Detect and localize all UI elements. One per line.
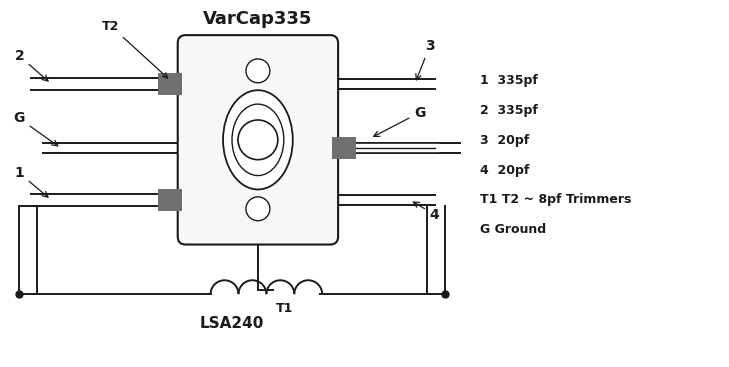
Text: 4  20pf: 4 20pf <box>480 164 529 177</box>
Ellipse shape <box>232 104 284 175</box>
Text: T1: T1 <box>276 302 293 315</box>
Text: G Ground: G Ground <box>480 223 546 236</box>
FancyBboxPatch shape <box>178 35 338 244</box>
Ellipse shape <box>223 90 293 189</box>
Text: G: G <box>374 106 426 137</box>
Bar <box>157 73 182 95</box>
Text: 1: 1 <box>15 166 48 197</box>
Bar <box>332 137 356 159</box>
Circle shape <box>246 59 270 83</box>
Text: 2  335pf: 2 335pf <box>480 104 537 117</box>
Text: G: G <box>14 112 58 146</box>
Text: T1 T2 ~ 8pf Trimmers: T1 T2 ~ 8pf Trimmers <box>480 193 631 206</box>
Text: 1  335pf: 1 335pf <box>480 74 537 87</box>
Bar <box>157 189 182 211</box>
Text: T2: T2 <box>102 20 168 78</box>
Text: VarCap335: VarCap335 <box>203 10 313 28</box>
Text: 2: 2 <box>15 49 48 81</box>
Text: LSA240: LSA240 <box>200 316 264 331</box>
Circle shape <box>238 120 278 160</box>
Text: 3: 3 <box>416 39 434 80</box>
Text: 3  20pf: 3 20pf <box>480 134 529 147</box>
Text: 4: 4 <box>413 202 440 222</box>
Circle shape <box>246 197 270 221</box>
